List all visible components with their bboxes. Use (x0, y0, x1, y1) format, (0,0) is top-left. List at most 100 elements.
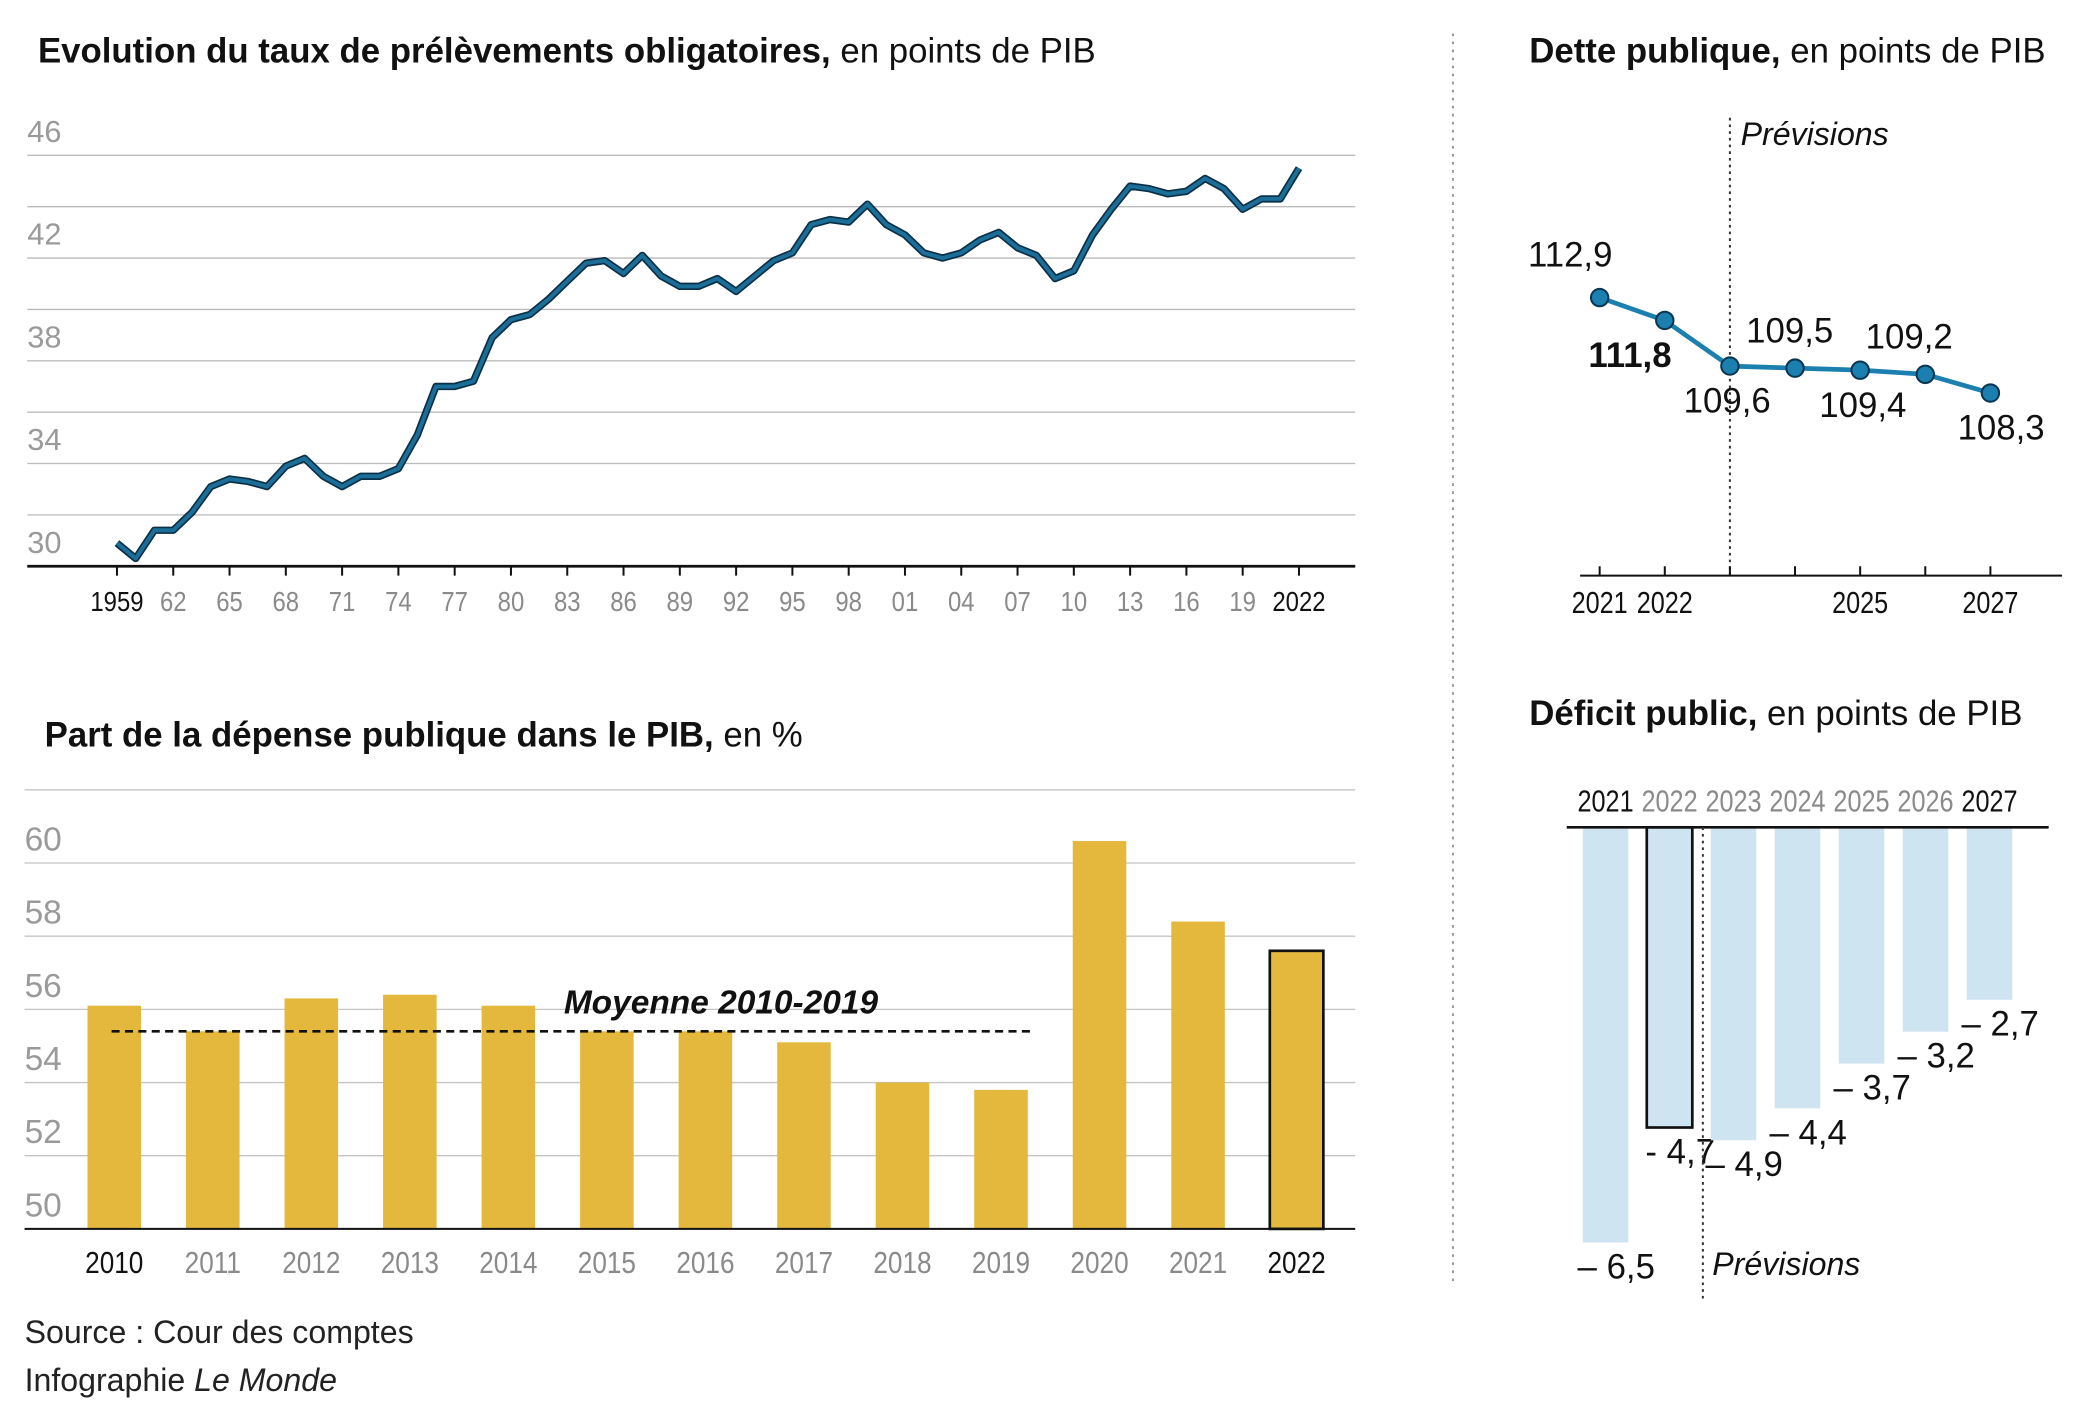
data-label: 108,3 (1958, 409, 2045, 448)
x-tick-label: 2021 (1169, 1246, 1227, 1280)
credit-name: Le Monde (194, 1362, 337, 1398)
x-tick-label: 95 (779, 585, 806, 617)
chart-title: Part de la dépense publique dans le PIB,… (45, 716, 803, 755)
x-tick-label: 2015 (578, 1246, 636, 1280)
x-tick-label: 2022 (1267, 1246, 1325, 1280)
x-tick-label: 2014 (479, 1246, 537, 1280)
x-tick-label: 2019 (972, 1246, 1030, 1280)
x-tick-label: 2024 (1769, 784, 1825, 818)
source: Source : Cour des comptes (25, 1314, 414, 1350)
data-label: 109,5 (1746, 312, 1833, 351)
x-tick-label: 2023 (1705, 784, 1761, 818)
x-tick-label: 2022 (1641, 784, 1697, 818)
y-tick-label: 46 (27, 114, 61, 149)
title-main: Dette publique, (1529, 32, 1780, 71)
x-tick-label: 2027 (1962, 586, 2018, 620)
bar (1645, 825, 1694, 1129)
bar (1838, 827, 1885, 1064)
x-tick-label: 89 (667, 585, 694, 617)
forecast-label: Prévisions (1741, 116, 1889, 152)
x-tick-label: 19 (1229, 585, 1256, 617)
title-main: Déficit public, (1529, 694, 1757, 733)
x-tick-label: 01 (892, 585, 919, 617)
x-tick-label: 2022 (1272, 585, 1325, 617)
point (1850, 360, 1870, 380)
bar (1710, 827, 1757, 1141)
x-tick-label: 07 (1004, 585, 1031, 617)
point (1720, 356, 1740, 376)
data-label: 109,4 (1819, 386, 1906, 425)
x-tick-label: 2013 (381, 1246, 439, 1280)
credit-text: Infographie (25, 1362, 195, 1398)
x-tick-label: 92 (723, 585, 750, 617)
x-tick-label: 13 (1117, 585, 1144, 617)
bar (186, 1031, 240, 1229)
bar (1774, 827, 1821, 1109)
bar (1072, 841, 1127, 1229)
x-tick-label: 71 (329, 585, 356, 617)
data-label: 109,2 (1866, 318, 1953, 357)
data-label: – 2,7 (1961, 1005, 2038, 1044)
data-label: – 6,5 (1578, 1247, 1655, 1286)
x-tick-label: 74 (385, 585, 412, 617)
data-label: 112,9 (1528, 236, 1613, 275)
bar (875, 1082, 930, 1229)
y-tick-label: 54 (25, 1041, 62, 1078)
x-tick-label: 2022 (1637, 586, 1693, 620)
title-sub: en % (714, 716, 803, 755)
x-tick-label: 62 (160, 585, 187, 617)
x-tick-label: 2011 (185, 1246, 241, 1280)
title-sub: en points de PIB (1757, 694, 2022, 733)
line-outline (114, 166, 1303, 563)
point (1980, 383, 2001, 403)
bar (678, 1031, 733, 1229)
data-label: – 3,2 (1898, 1037, 1975, 1076)
title-sub: en points de PIB (1781, 32, 2046, 71)
y-tick-label: 58 (25, 895, 62, 932)
point (1785, 358, 1805, 378)
x-tick-label: 2017 (775, 1246, 833, 1280)
y-tick-label: 38 (27, 319, 61, 354)
title-main: Evolution du taux de prélèvements obliga… (38, 32, 831, 71)
y-tick-label: 50 (25, 1187, 62, 1224)
point (1915, 364, 1935, 385)
chart-title: Evolution du taux de prélèvements obliga… (38, 32, 1096, 71)
data-label: 111,8 (1588, 336, 1671, 375)
x-tick-label: 68 (273, 585, 300, 617)
x-tick-label: 10 (1061, 585, 1088, 617)
y-tick-label: 34 (27, 422, 61, 457)
x-tick-label: 2026 (1897, 784, 1953, 818)
x-tick-label: 83 (554, 585, 581, 617)
x-tick-label: 65 (216, 585, 243, 617)
x-tick-label: 86 (610, 585, 637, 617)
x-tick-label: 1959 (90, 585, 143, 617)
bar (1582, 827, 1629, 1243)
x-tick-label: 2025 (1833, 784, 1889, 818)
x-tick-label: 04 (948, 585, 975, 617)
bar (1171, 921, 1225, 1229)
bar (580, 1031, 634, 1229)
bar (1268, 949, 1325, 1231)
credit: Infographie Le Monde (25, 1362, 337, 1398)
average-label: Moyenne 2010-2019 (564, 984, 879, 1021)
title-main: Part de la dépense publique dans le PIB, (45, 716, 714, 755)
x-tick-label: 2010 (85, 1246, 143, 1280)
point (1655, 310, 1675, 331)
x-tick-label: 2021 (1572, 586, 1628, 620)
data-label: – 4,9 (1706, 1145, 1783, 1184)
data-label: - 4,7 (1645, 1132, 1715, 1171)
bar (284, 998, 339, 1229)
x-tick-label: 2018 (873, 1246, 931, 1280)
x-tick-label: 2020 (1070, 1246, 1128, 1280)
y-tick-label: 42 (27, 217, 61, 252)
chart-title: Déficit public, en points de PIB (1529, 694, 2022, 733)
x-tick-label: 77 (441, 585, 468, 617)
x-tick-label: 2027 (1961, 784, 2017, 818)
forecast-label: Prévisions (1712, 1246, 1860, 1282)
bar (383, 994, 437, 1229)
bar (974, 1089, 1028, 1229)
data-label: 109,6 (1684, 382, 1771, 421)
bar (1902, 827, 1949, 1032)
